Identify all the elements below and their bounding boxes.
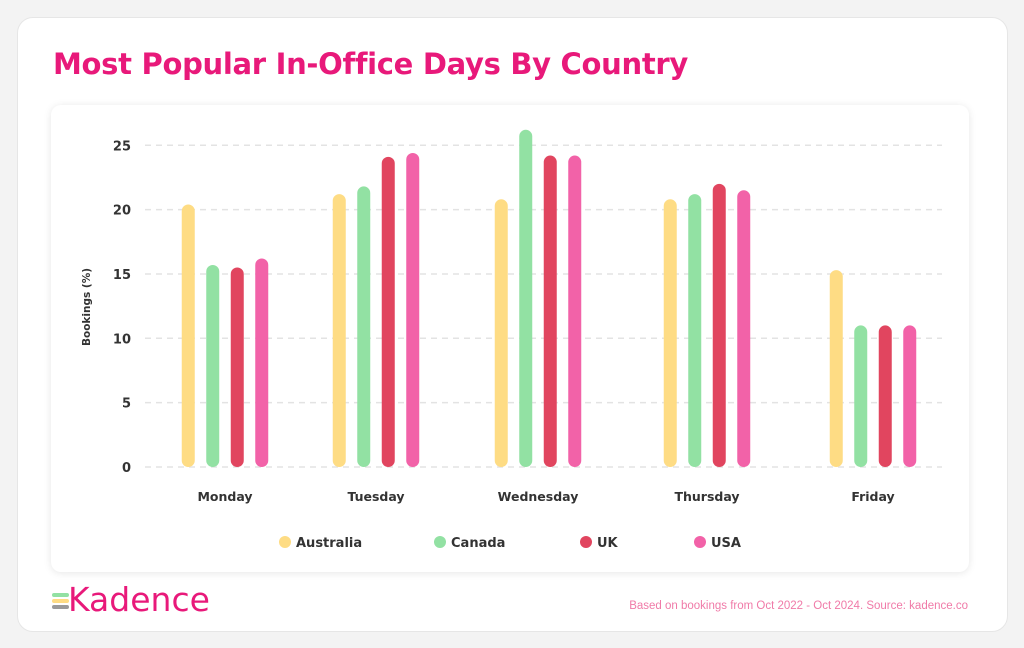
x-tick-label: Thursday [674,489,739,504]
y-tick-label: 25 [113,139,131,154]
bar-canada-tuesday [357,186,371,467]
legend-label-uk: UK [597,536,619,551]
bar-australia-friday [829,270,843,467]
legend-label-usa: USA [711,536,741,551]
bar-usa-tuesday [406,152,420,468]
page-title: Most Popular In-Office Days By Country [53,47,689,81]
y-tick-label: 20 [113,204,131,219]
bar-canada-monday [206,264,220,467]
bar-usa-wednesday [568,155,582,467]
x-tick-label: Tuesday [347,489,404,504]
bar-canada-wednesday [519,129,533,467]
y-tick-label: 0 [122,461,131,476]
y-axis-label: Bookings (%) [81,268,93,346]
bar-canada-thursday [688,194,702,467]
bar-uk-friday [878,325,892,467]
legend-marker-usa [694,536,706,548]
logo-text: Kadence [68,580,210,619]
x-tick-label: Wednesday [498,489,579,504]
bar-usa-thursday [737,190,751,468]
y-tick-label: 5 [122,397,131,412]
y-tick-label: 15 [113,268,131,283]
y-tick-label: 10 [113,332,131,347]
legend-marker-australia [279,536,291,548]
x-tick-label: Friday [851,489,894,504]
bar-australia-thursday [663,199,677,467]
bar-usa-monday [255,258,269,467]
bar-australia-monday [181,204,195,467]
kadence-logo-icon [52,593,69,609]
legend-marker-canada [434,536,446,548]
bar-uk-wednesday [543,155,557,467]
bar-canada-friday [854,325,868,467]
source-footnote: Based on bookings from Oct 2022 - Oct 20… [629,600,968,612]
bar-australia-tuesday [332,194,346,467]
x-tick-label: Monday [197,489,252,504]
bar-uk-thursday [712,183,726,468]
bar-australia-wednesday [494,199,508,467]
legend-label-australia: Australia [296,536,362,551]
bar-uk-monday [230,267,244,467]
legend-label-canada: Canada [451,536,505,551]
legend-marker-uk [580,536,592,548]
bar-uk-tuesday [381,156,395,467]
bar-usa-friday [903,325,917,467]
